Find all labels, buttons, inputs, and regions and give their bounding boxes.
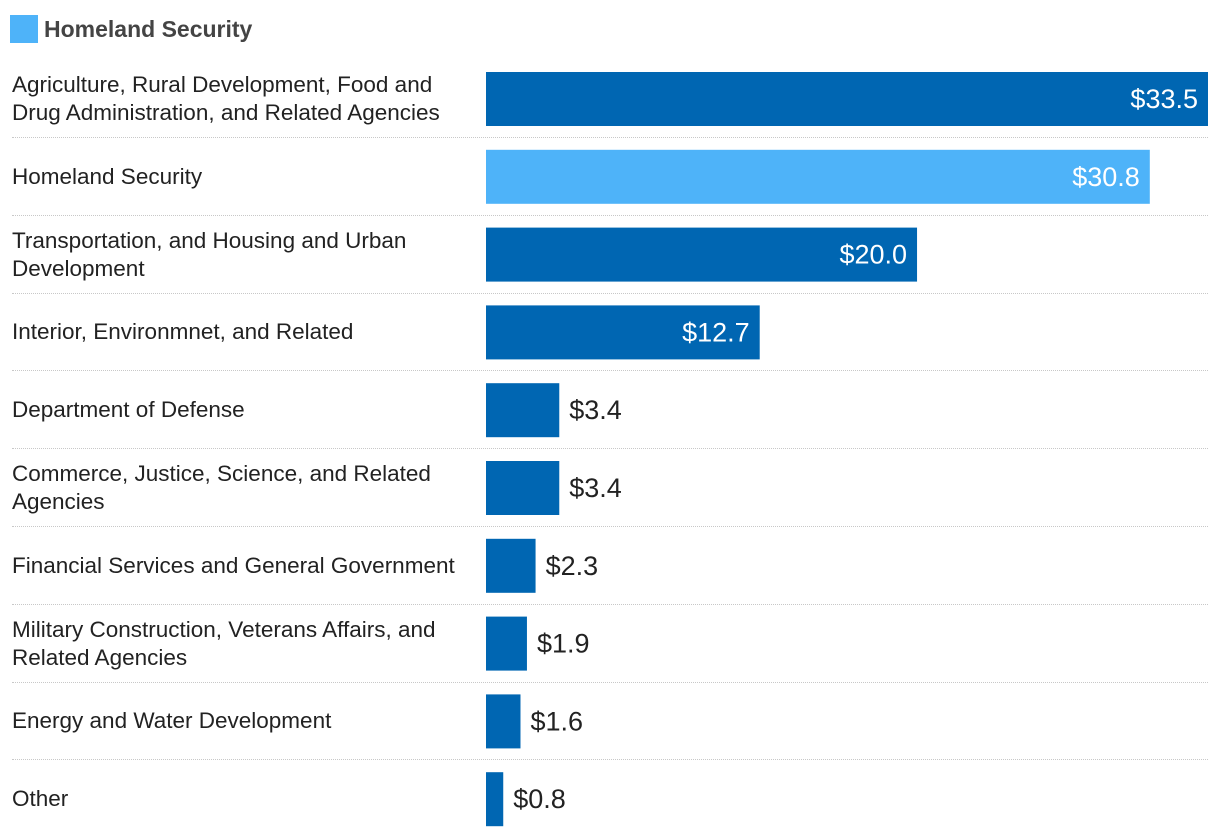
category-label: Military Construction, Veterans Affairs,… [12, 616, 436, 670]
row-separator [12, 759, 1208, 760]
row-separator [12, 370, 1208, 371]
row-separator [12, 215, 1208, 216]
value-label: $0.8 [513, 784, 566, 814]
category-label: Transportation, and Housing and Urban De… [12, 227, 407, 281]
bar [486, 694, 521, 749]
row-separator [12, 604, 1208, 605]
row-separator [12, 682, 1208, 683]
value-label: $30.8 [1072, 162, 1140, 192]
category-label: Other [12, 786, 69, 812]
row-separator [12, 137, 1208, 138]
value-label: $1.9 [537, 629, 590, 659]
category-label: Interior, Environmnet, and Related [12, 319, 354, 345]
row-separator [12, 448, 1208, 449]
category-label: Energy and Water Development [12, 708, 332, 734]
category-label: Homeland Security [12, 163, 203, 189]
legend-swatch [10, 15, 38, 43]
category-label: Commerce, Justice, Science, and Related … [12, 461, 431, 514]
value-label: $20.0 [839, 240, 907, 270]
bar [486, 461, 560, 515]
bar [486, 538, 536, 593]
row-separator [12, 293, 1208, 294]
value-label: $3.4 [569, 473, 622, 503]
legend-label: Homeland Security [44, 15, 253, 42]
bar [486, 616, 527, 671]
bar [486, 227, 918, 282]
value-label: $2.3 [546, 551, 599, 581]
value-label: $33.5 [1130, 84, 1198, 114]
category-label: Department of Defense [12, 397, 245, 423]
category-label: Agriculture, Rural Development, Food and… [12, 72, 440, 125]
bar [486, 383, 560, 438]
category-label: Financial Services and General Governmen… [12, 552, 455, 578]
legend: Homeland Security [10, 14, 252, 44]
value-label: $3.4 [569, 395, 622, 425]
row-separator [12, 526, 1208, 527]
value-label: $12.7 [682, 317, 750, 347]
bar [486, 305, 760, 360]
bar [486, 149, 1150, 204]
bar [486, 772, 504, 827]
bar [486, 72, 1208, 126]
value-label: $1.6 [530, 706, 583, 736]
